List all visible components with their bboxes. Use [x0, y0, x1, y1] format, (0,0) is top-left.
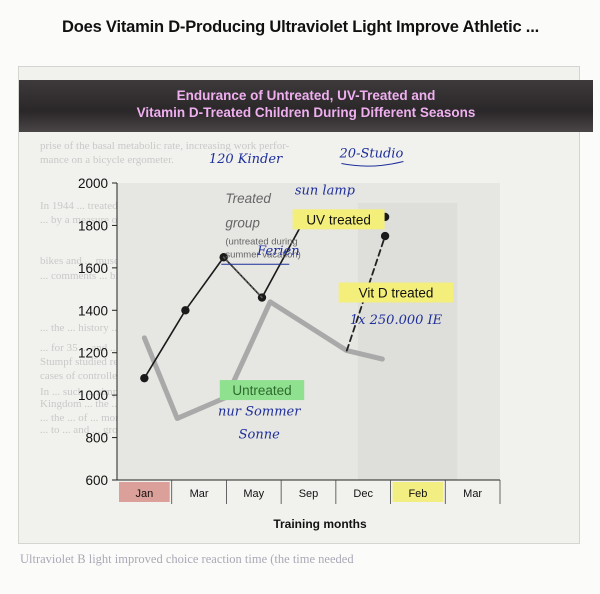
annotation-label: Treated	[225, 191, 271, 206]
category-highlight-jan	[119, 482, 170, 502]
y-tick-label: 1800	[78, 218, 108, 233]
x-tick-label: May	[243, 488, 264, 500]
chart-title: Endurance of Untreated, UV-Treated and V…	[19, 87, 593, 121]
y-tick-label: 1400	[78, 303, 108, 318]
y-tick-label: 1200	[78, 346, 108, 361]
page-heading: Does Vitamin D-Producing Ultraviolet Lig…	[62, 18, 539, 36]
annotation-badge-bg	[338, 282, 454, 303]
x-axis-label: Training months	[273, 517, 367, 531]
annotation-badge-label: Untreated	[232, 383, 291, 398]
handwritten-note: sun lamp	[295, 184, 356, 199]
chart-title-line-2: Vitamin D-Treated Children During Differ…	[136, 105, 476, 120]
x-tick-label: Mar	[463, 488, 482, 500]
annotation-label: summer vacation)	[225, 249, 301, 260]
annotation-badge-bg	[219, 380, 305, 401]
annotation-badge-label: Vit D treated	[359, 285, 434, 300]
y-tick-label: 1000	[78, 388, 108, 403]
y-axis-ticks: 600 800 1000 1200 1400 1600 1800 2000	[78, 176, 117, 488]
handwritten-note: Sonne	[239, 428, 280, 443]
annotation-badge-bg	[292, 209, 385, 230]
x-axis-ticks: Jan Mar May Sep Dec Feb Mar	[135, 480, 501, 504]
y-tick-label: 800	[85, 431, 108, 446]
background-text-line: ... comments ... bicycle	[40, 270, 142, 282]
handwritten-underline	[341, 161, 404, 167]
background-text-line: mance on a bicycle ergometer.	[40, 154, 174, 166]
handwritten-note: 120 Kinder	[209, 152, 283, 167]
plot-shadow-panel	[357, 203, 458, 480]
axes	[116, 183, 500, 481]
handwritten-note: nur Sommer	[218, 404, 301, 419]
plot-background	[117, 183, 500, 480]
x-tick-label: Mar	[190, 488, 209, 500]
chart-title-banner	[19, 80, 593, 132]
y-tick-label: 2000	[78, 176, 108, 191]
handwritten-note: 20-Studio	[339, 147, 404, 162]
annotation-label: (untreated during	[225, 237, 297, 248]
background-text-line: ... to ... and ... group	[40, 424, 129, 436]
series-point-uv-treated	[140, 373, 149, 383]
background-text-line: prise of the basal metabolic rate, incre…	[40, 140, 290, 152]
handwritten-notes-layer: 120 Kinder Ferien 20-Studio sun lamp 1x 250.…	[209, 147, 443, 443]
annotation-label: group	[225, 216, 260, 231]
y-tick-label: 600	[85, 473, 108, 488]
annotation-badge-label: UV treated	[306, 212, 371, 227]
y-tick-label: 1600	[78, 261, 108, 276]
x-tick-label: Sep	[299, 488, 319, 500]
series-point-vit-d-treated	[380, 231, 390, 241]
category-highlights	[119, 482, 444, 502]
background-bottom-text: Ultraviolet B light improved choice reac…	[20, 552, 354, 566]
category-highlight-feb	[392, 482, 444, 502]
x-tick-label: Feb	[408, 488, 427, 500]
handwritten-note: Ferien	[256, 244, 299, 259]
x-tick-label: Jan	[135, 488, 153, 500]
x-tick-label: Dec	[353, 488, 373, 500]
series-line-untreated	[141, 299, 385, 421]
series-point-uv-treated	[181, 306, 190, 315]
handwritten-note: 1x 250.000 IE	[350, 313, 443, 328]
chart-title-line-1: Endurance of Untreated, UV-Treated and	[176, 88, 436, 103]
